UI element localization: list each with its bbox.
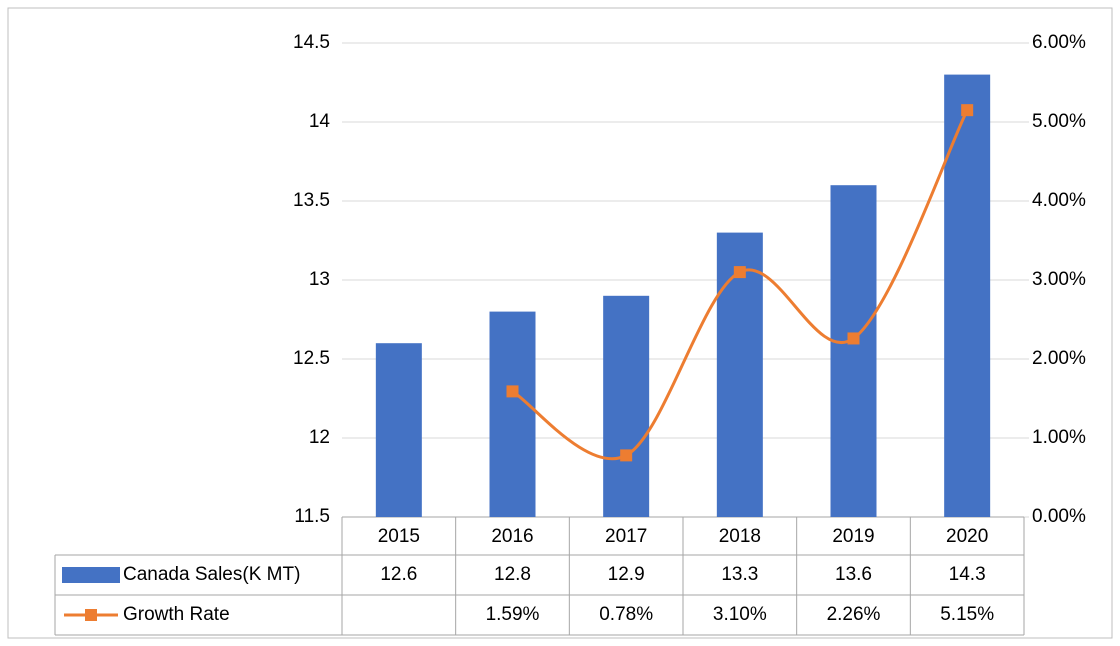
table-value: 3.10%: [713, 604, 767, 625]
bar: [716, 232, 763, 517]
y2-tick-label: 5.00%: [1032, 111, 1086, 132]
table-value: 5.15%: [940, 604, 994, 625]
bar: [944, 74, 991, 517]
x-tick-label: 2016: [491, 526, 533, 547]
y2-tick-label: 3.00%: [1032, 269, 1086, 290]
table-value: 12.9: [608, 564, 645, 585]
chart-border: [7, 7, 1113, 639]
y-tick-label: 11.5: [294, 506, 330, 527]
legend-swatch: [62, 567, 120, 583]
marker: [506, 385, 519, 398]
y2-tick-label: 4.00%: [1032, 190, 1086, 211]
table-value: 13.6: [835, 564, 872, 585]
marker: [847, 332, 860, 345]
y2-tick-label: 0.00%: [1032, 506, 1086, 527]
legend-label: Canada Sales(K MT): [123, 564, 300, 585]
bar: [489, 311, 536, 517]
x-tick-label: 2019: [832, 526, 874, 547]
y-tick-label: 12: [309, 427, 330, 448]
bar: [375, 343, 422, 517]
y-tick-label: 14: [309, 111, 331, 132]
table-value: 12.6: [380, 564, 417, 585]
x-tick-label: 2020: [946, 526, 988, 547]
x-tick-label: 2017: [605, 526, 647, 547]
table-value: 14.3: [949, 564, 986, 585]
table-value: 13.3: [721, 564, 758, 585]
marker: [961, 104, 974, 117]
bar: [603, 295, 650, 517]
y-tick-label: 12.5: [293, 348, 330, 369]
y2-tick-label: 6.00%: [1032, 32, 1086, 53]
y-tick-label: 14.5: [293, 32, 330, 53]
table-value: 12.8: [494, 564, 531, 585]
table-value: 0.78%: [599, 604, 653, 625]
table-value: 1.59%: [486, 604, 540, 625]
legend-label: Growth Rate: [123, 604, 230, 625]
legend-swatch: [85, 609, 97, 621]
bar: [830, 185, 877, 517]
y2-tick-label: 1.00%: [1032, 427, 1086, 448]
y2-tick-label: 2.00%: [1032, 348, 1086, 369]
marker: [733, 266, 746, 279]
marker: [620, 449, 633, 462]
x-tick-label: 2015: [378, 526, 420, 547]
y-tick-label: 13: [309, 269, 330, 290]
x-tick-label: 2018: [719, 526, 761, 547]
table-value: 2.26%: [827, 604, 881, 625]
y-tick-label: 13.5: [293, 190, 330, 211]
